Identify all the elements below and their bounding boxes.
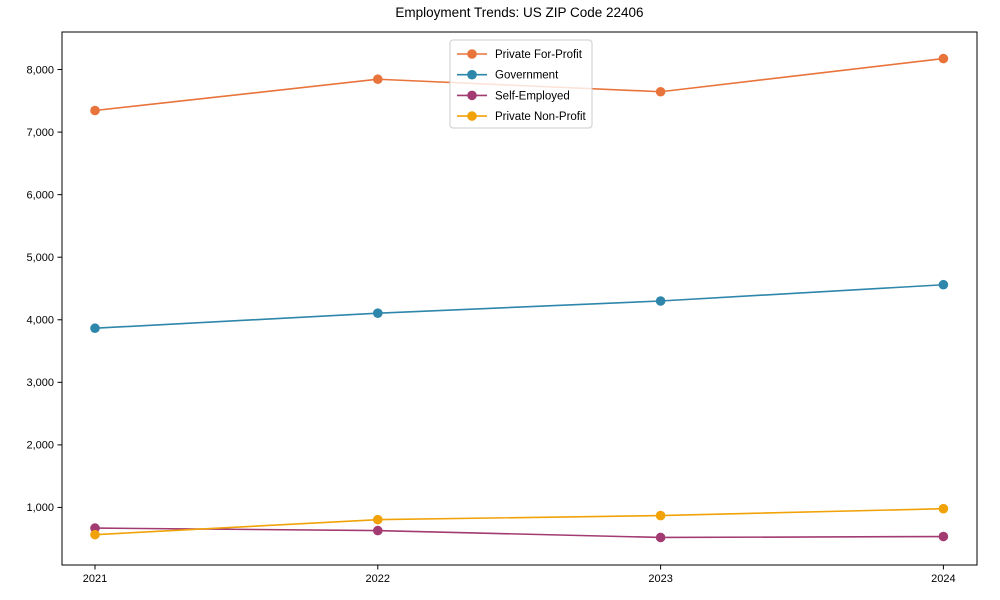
legend-marker-dot-private-non-profit (467, 111, 477, 121)
data-point-private-non-profit (938, 503, 949, 514)
series-line-government (94, 283, 944, 330)
x-tick-label: 2023 (648, 573, 672, 585)
series-line-private-non-profit (94, 507, 944, 536)
legend-label-government: Government (495, 70, 559, 82)
y-tick-label: 2,000 (26, 440, 54, 452)
y-tick-label: 6,000 (26, 189, 54, 201)
data-point-private-for-profit (373, 74, 383, 85)
y-tick-label: 1,000 (26, 502, 54, 514)
x-tick-label: 2022 (366, 573, 390, 585)
legend-marker-dot-government (467, 69, 477, 80)
x-tick-label: 2024 (931, 573, 955, 585)
y-tick-label: 5,000 (26, 252, 54, 264)
data-point-private-non-profit (373, 514, 383, 525)
legend-box (449, 39, 593, 129)
data-point-self-employed (373, 525, 383, 536)
legend-marker-dot-self-employed (467, 90, 477, 101)
data-point-government (938, 279, 949, 290)
data-point-self-employed (938, 531, 949, 542)
y-tick-label: 4,000 (26, 315, 54, 327)
data-point-private-for-profit (938, 53, 949, 64)
data-point-self-employed (655, 532, 666, 543)
series-line-self-employed (94, 527, 944, 539)
legend-label-private-non-profit: Private Non-Profit (495, 111, 587, 123)
data-point-self-employed (90, 523, 100, 533)
y-tick-label: 8,000 (26, 64, 54, 76)
data-point-private-for-profit (90, 105, 100, 116)
data-point-private-non-profit (655, 510, 666, 521)
y-tick-label: 3,000 (26, 377, 54, 389)
chart-title: Employment Trends: US ZIP Code 22406 (395, 5, 644, 20)
data-point-government (655, 296, 666, 306)
data-point-private-non-profit (90, 529, 100, 540)
plot-border (61, 31, 978, 566)
legend-marker-dot-private-for-profit (467, 49, 477, 59)
legend-label-private-for-profit: Private For-Profit (495, 49, 583, 61)
y-tick-label: 7,000 (26, 127, 54, 139)
data-point-private-for-profit (655, 86, 666, 97)
legend-label-self-employed: Self-Employed (495, 90, 570, 102)
x-tick-label: 2021 (83, 573, 107, 585)
data-point-government (373, 308, 383, 319)
data-point-government (90, 323, 100, 334)
